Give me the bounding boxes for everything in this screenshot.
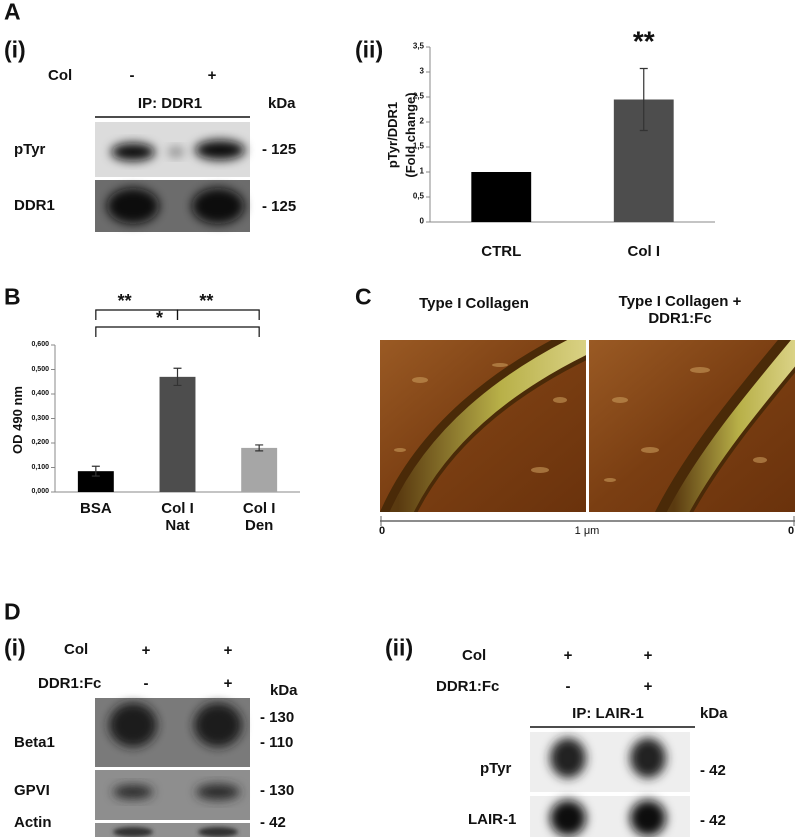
marker-label: - 42 — [700, 811, 726, 829]
marker-label: - 130 — [260, 708, 295, 726]
panel-label: D — [4, 598, 21, 625]
y-tick-label: 0,500 — [31, 365, 49, 373]
lane-label: - — [129, 66, 135, 84]
y-axis-label: pTyr/DDR1 — [384, 101, 400, 169]
bar — [159, 376, 196, 492]
y-tick-label: 0,100 — [31, 463, 49, 471]
blot — [530, 732, 690, 837]
blot — [95, 122, 250, 177]
x-tick-label: CTRL — [481, 243, 522, 260]
error-bar — [639, 67, 648, 132]
significance: ** — [117, 291, 132, 312]
y-tick-label: 3 — [419, 66, 424, 76]
blot — [95, 180, 250, 232]
lane-label: + — [643, 646, 653, 664]
unit-label: kDa — [270, 681, 298, 699]
y-tick-label: 2,5 — [412, 91, 424, 101]
lane-label: - — [143, 674, 149, 692]
error-bar — [255, 444, 264, 452]
lane-label: + — [223, 674, 233, 692]
x-tick-label: Col I — [627, 243, 661, 260]
scale-label: 0 — [378, 524, 386, 537]
row-label: DDR1:Fc — [38, 674, 102, 692]
scale-label: 1 μm — [574, 524, 600, 537]
row-label: Col — [462, 646, 487, 664]
marker-label: - 42 — [700, 761, 726, 779]
significance: ** — [199, 291, 214, 312]
y-tick-label: 0,600 — [31, 341, 49, 349]
y-tick-label: 0,400 — [31, 390, 49, 398]
error-bar — [173, 367, 182, 387]
lane-label: - — [565, 677, 571, 695]
x-tick-label: BSA — [79, 500, 112, 517]
lane-label: + — [223, 641, 233, 659]
blot-label: DDR1 — [14, 196, 55, 214]
lane-label: + — [643, 677, 653, 695]
y-tick-label: 0,5 — [412, 191, 424, 201]
y-tick-label: 1 — [419, 166, 424, 176]
panel-label: (ii) — [385, 634, 414, 661]
bracket — [176, 309, 260, 320]
bracket — [95, 309, 179, 320]
ip-label: IP: LAIR-1 — [572, 704, 644, 722]
lane-label: + — [207, 66, 217, 84]
y-tick-label: 2 — [419, 116, 424, 126]
y-tick-label: 0 — [419, 216, 424, 226]
y-axis-label: OD 490 nm — [9, 386, 25, 454]
bar — [77, 471, 114, 492]
blot-label: GPVI — [14, 781, 50, 799]
bar — [471, 172, 532, 222]
marker-label: - 125 — [262, 197, 297, 215]
marker-label: - 125 — [262, 140, 297, 158]
blot — [95, 698, 250, 837]
afm-image — [380, 340, 586, 512]
blot-label: pTyr — [14, 140, 46, 158]
x-tick-label: Col I Den — [242, 500, 276, 535]
y-tick-label: 1,5 — [412, 141, 424, 151]
panel-label: (i) — [4, 634, 26, 661]
y-tick-label: 0,000 — [31, 488, 49, 496]
row-label: Col — [48, 66, 73, 84]
bracket — [95, 326, 260, 337]
row-label: DDR1:Fc — [436, 677, 500, 695]
unit-label: kDa — [268, 94, 296, 112]
ip-label: IP: DDR1 — [137, 94, 203, 112]
panel-label: (ii) — [355, 36, 384, 63]
blot-label: LAIR-1 — [468, 810, 517, 828]
image-title: Type I Collagen — [419, 294, 529, 312]
bar — [241, 447, 278, 492]
marker-label: - 42 — [260, 813, 286, 831]
blot-label: Beta1 — [14, 733, 55, 751]
afm-image — [589, 340, 795, 512]
marker-label: - 130 — [260, 781, 295, 799]
y-axis-label: (Fold change) — [402, 92, 418, 178]
image-title: Type I Collagen + DDR1:Fc — [618, 293, 742, 327]
lane-label: + — [563, 646, 573, 664]
y-tick-label: 3,5 — [412, 41, 424, 51]
panel-label: B — [4, 283, 21, 310]
x-tick-label: Col I Nat — [161, 500, 194, 535]
marker-label: - 110 — [260, 733, 294, 751]
blot-label: pTyr — [480, 759, 512, 777]
row-label: Col — [64, 640, 89, 658]
panel-label: C — [355, 283, 372, 310]
significance: * — [155, 308, 164, 329]
lane-label: + — [141, 641, 151, 659]
y-tick-label: 0,300 — [31, 414, 49, 422]
unit-label: kDa — [700, 704, 728, 722]
blot-label: Actin — [14, 813, 52, 831]
error-bar — [91, 465, 100, 477]
scale-label: 0 — [787, 524, 795, 537]
panel-label: (i) — [4, 36, 26, 63]
significance: ** — [632, 25, 655, 57]
y-tick-label: 0,200 — [31, 439, 49, 447]
panel-label: A — [4, 0, 21, 25]
